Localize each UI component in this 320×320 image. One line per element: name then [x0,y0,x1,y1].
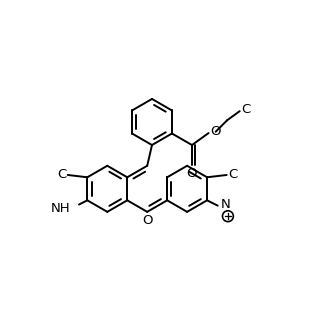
Text: N: N [221,198,231,211]
Text: C: C [228,168,237,181]
Text: O: O [142,214,152,228]
Text: O: O [210,125,221,138]
Text: NH: NH [51,202,70,215]
Text: C: C [57,168,66,181]
Text: C: C [241,103,251,116]
Text: O: O [187,167,197,180]
